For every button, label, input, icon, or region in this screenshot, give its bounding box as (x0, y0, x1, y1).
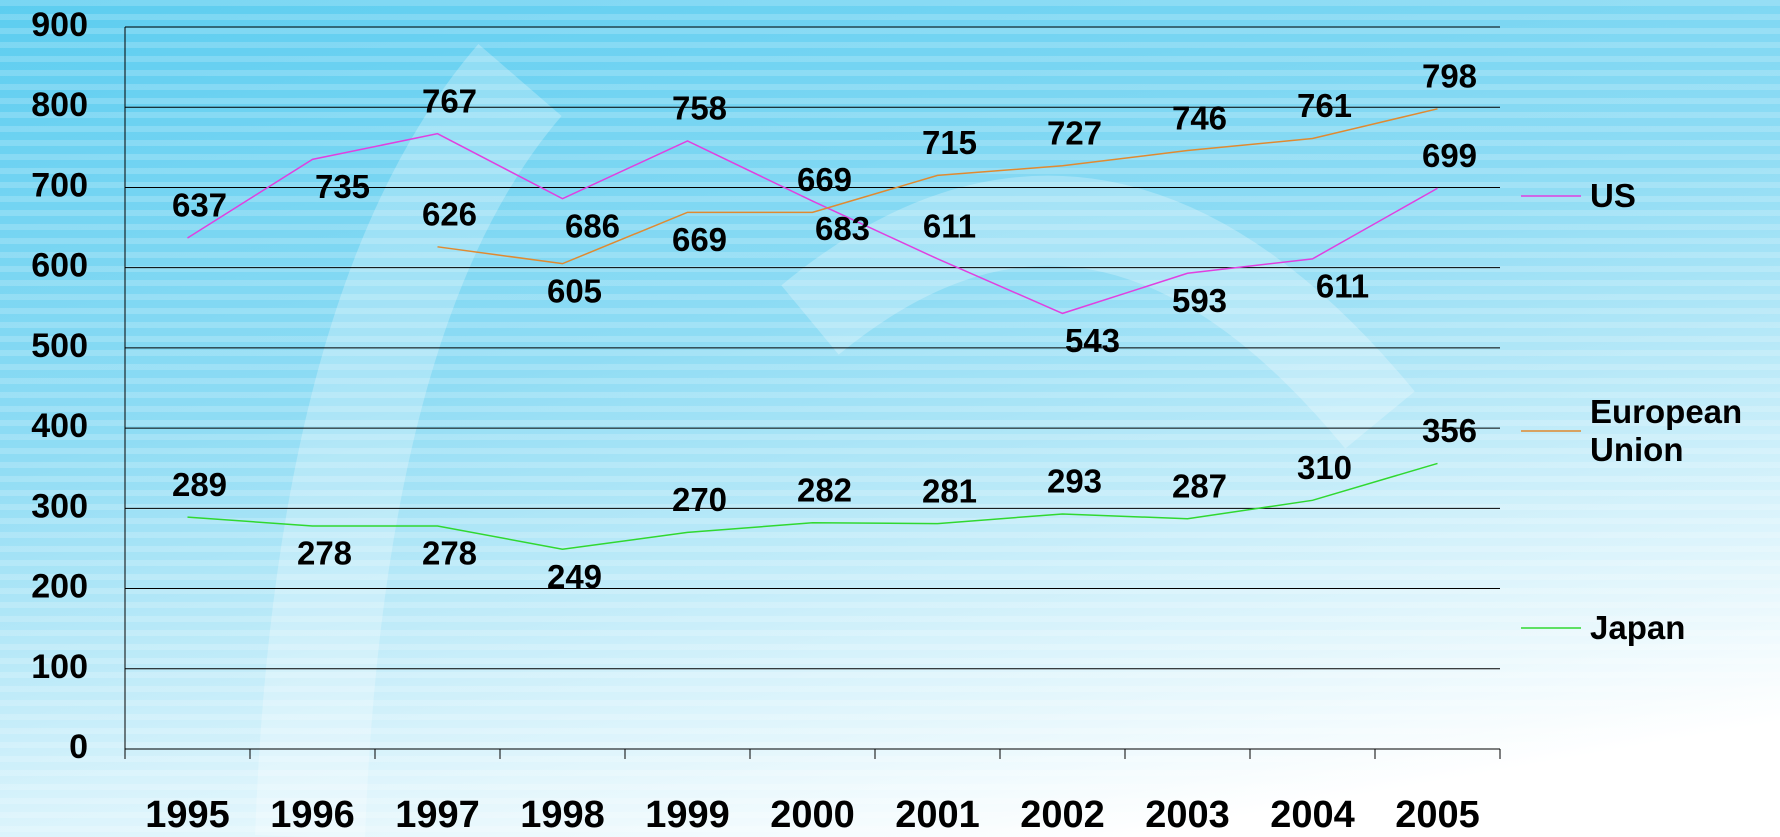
data-label: 746 (1172, 99, 1227, 136)
data-label: 287 (1172, 467, 1227, 504)
y-tick-label: 200 (31, 568, 88, 606)
series-line (437, 108, 1438, 265)
data-label: 310 (1297, 449, 1352, 486)
y-tick-label: 600 (31, 247, 88, 285)
data-label: 727 (1047, 115, 1102, 152)
data-label: 356 (1422, 412, 1477, 449)
x-tick-label: 2003 (1145, 794, 1230, 836)
data-label: 686 (565, 207, 620, 244)
data-label: 293 (1047, 463, 1102, 500)
data-label: 270 (672, 481, 727, 518)
y-tick-label: 0 (69, 728, 88, 766)
decor (781, 175, 1415, 449)
data-label: 637 (172, 187, 227, 224)
data-label: 278 (422, 535, 477, 572)
x-tick-label: 2004 (1270, 794, 1355, 836)
data-label: 761 (1297, 87, 1352, 124)
data-label: 715 (922, 124, 977, 161)
data-label: 281 (922, 472, 977, 509)
y-tick-label: 800 (31, 86, 88, 124)
series-line (187, 132, 1438, 315)
x-tick-label: 2000 (770, 794, 855, 836)
x-tick-label: 1998 (520, 794, 605, 836)
y-tick-label: 900 (31, 6, 88, 44)
data-label: 593 (1172, 282, 1227, 319)
data-label: 282 (797, 471, 852, 508)
legend-label: US (1590, 177, 1636, 214)
x-tick-label: 2005 (1395, 794, 1480, 836)
y-tick-label: 700 (31, 166, 88, 204)
series-line (187, 462, 1438, 551)
data-label: 758 (672, 90, 727, 127)
data-label: 249 (547, 558, 602, 595)
y-tick-label: 300 (31, 487, 88, 525)
y-tick-label: 500 (31, 327, 88, 365)
data-label: 611 (923, 208, 976, 245)
y-tick-label: 400 (31, 407, 88, 445)
x-tick-label: 1995 (145, 794, 230, 836)
data-label: 669 (672, 221, 727, 258)
x-tick-label: 1997 (395, 794, 480, 836)
legend-label: European Union (1590, 393, 1743, 468)
data-label: 699 (1422, 137, 1477, 174)
data-label: 798 (1422, 58, 1477, 95)
x-tick-label: 2001 (895, 794, 980, 836)
data-label: 605 (547, 272, 602, 309)
x-tick-label: 2002 (1020, 794, 1105, 836)
y-tick-label: 100 (31, 648, 88, 686)
data-label: 626 (422, 196, 477, 233)
data-label: 611 (1316, 268, 1369, 305)
data-label: 669 (797, 161, 852, 198)
x-tick-label: 1996 (270, 794, 355, 836)
legend-label: Japan (1590, 609, 1686, 646)
data-label: 735 (315, 168, 370, 205)
data-label: 767 (422, 82, 477, 119)
data-label: 543 (1065, 322, 1120, 359)
data-label: 289 (172, 466, 227, 503)
data-label: 683 (815, 210, 870, 247)
x-tick-label: 1999 (645, 794, 730, 836)
data-label: 278 (297, 535, 352, 572)
